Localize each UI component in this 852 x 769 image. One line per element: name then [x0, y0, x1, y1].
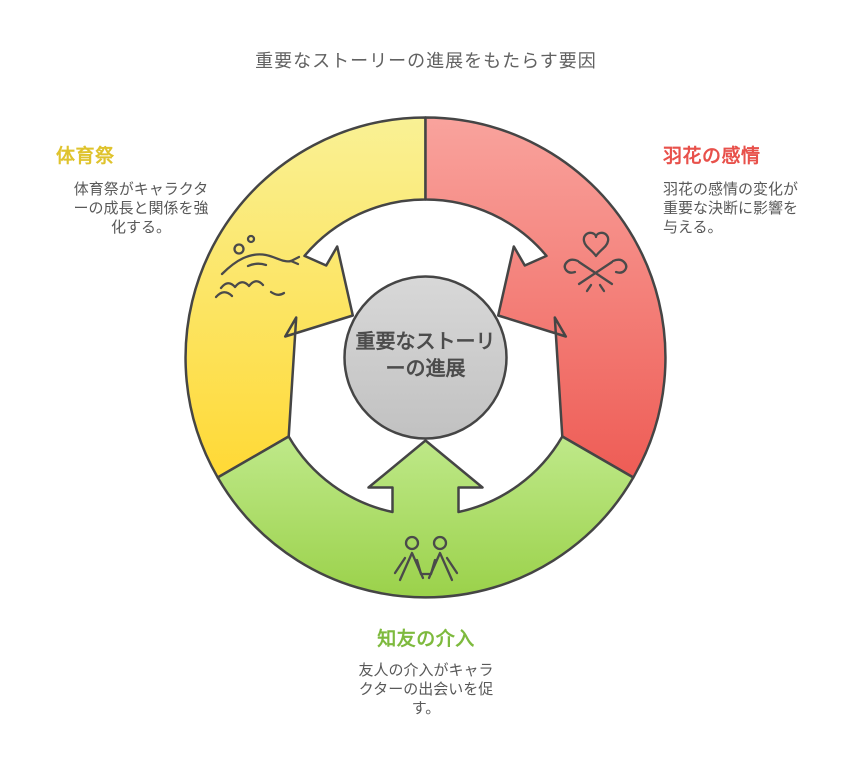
center-circle: [343, 275, 508, 440]
people-icon: [393, 535, 459, 582]
center-label: 重要なストーリ ーの進展: [330, 329, 521, 383]
desc-line: 与える。: [663, 219, 723, 236]
center-label-line: 重要なストーリ: [355, 331, 496, 353]
swimmer-icon: [214, 234, 301, 299]
factor-heading-sports-festival: 体育祭: [56, 146, 115, 167]
segment-hana-emotion: [424, 116, 667, 479]
desc-line: 友人の介入がキャラ: [358, 662, 494, 679]
desc-line: ーの成長と関係を強: [73, 200, 209, 217]
factor-heading-hana-emotion: 羽花の感情: [663, 146, 761, 167]
desc-line: 化する。: [110, 219, 171, 236]
desc-line: す。: [411, 700, 441, 717]
desc-line: 重要な決断に影響を: [663, 200, 799, 217]
heart-hands-icon: [563, 231, 628, 293]
desc-line: 羽花の感情の変化が: [663, 181, 799, 198]
desc-line: 体育祭がキャラクタ: [73, 181, 209, 198]
factor-desc-friend-intervention: 友人の介入がキャラ クターの出会いを促 す。: [321, 661, 531, 718]
factor-heading-friend-intervention: 知友の介入: [377, 629, 475, 650]
segment-friend-intervention: [216, 435, 635, 599]
factor-desc-hana-emotion: 羽花の感情の変化が 重要な決断に影響を 与える。: [663, 180, 843, 237]
desc-line: クターの出会いを促: [358, 681, 494, 698]
center-label-line: ーの進展: [385, 358, 466, 380]
segment-sports-festival: [184, 116, 427, 479]
factor-desc-sports-festival: 体育祭がキャラクタ ーの成長と関係を強 化する。: [47, 180, 235, 237]
diagram-title: 重要なストーリーの進展をもたらす要因: [255, 51, 597, 71]
